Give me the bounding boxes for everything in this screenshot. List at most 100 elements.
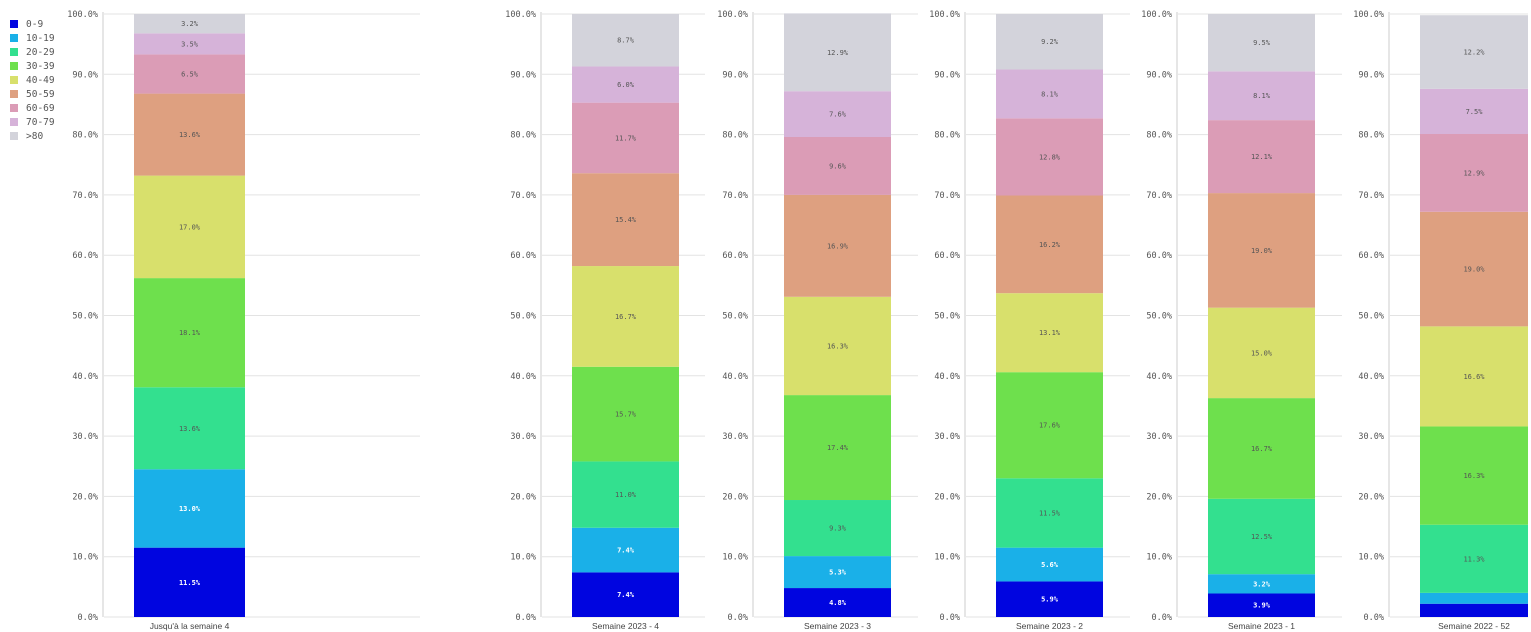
- bar-segment: [134, 387, 245, 470]
- legend-item[interactable]: 10-19: [10, 31, 55, 45]
- x-category-label: Semaine 2023 - 1: [1228, 621, 1295, 631]
- data-label: 9.5%: [1253, 39, 1271, 47]
- bar-segment: [784, 91, 891, 138]
- bar-segment: [1208, 307, 1315, 399]
- data-label: 16.2%: [1039, 241, 1061, 249]
- data-label: 16.3%: [1463, 472, 1485, 480]
- legend-item[interactable]: 30-39: [10, 59, 55, 73]
- bar-segment: [1208, 193, 1315, 308]
- y-tick-label: 70.0%: [72, 191, 98, 201]
- y-tick-label: 30.0%: [934, 432, 960, 442]
- legend-item[interactable]: 50-59: [10, 87, 55, 101]
- data-label: 13.0%: [179, 505, 201, 513]
- data-label: 7.6%: [829, 111, 847, 119]
- bar-segment: [134, 469, 245, 548]
- bar-segment: [784, 296, 891, 396]
- y-tick-label: 70.0%: [722, 191, 748, 201]
- data-label: 13.1%: [1039, 329, 1061, 337]
- data-label: 5.6%: [1041, 561, 1059, 569]
- data-label: 17.6%: [1039, 422, 1061, 430]
- y-tick-label: 60.0%: [1146, 251, 1172, 261]
- legend-item[interactable]: 0-9: [10, 17, 55, 31]
- data-label: 3.5%: [181, 40, 199, 48]
- legend-item[interactable]: 70-79: [10, 115, 55, 129]
- bar-segment: [572, 266, 679, 367]
- bar-segment: [134, 175, 245, 279]
- bar-segment: [1208, 14, 1315, 72]
- bar-segment: [996, 14, 1103, 70]
- data-label: 12.5%: [1251, 533, 1273, 541]
- bar-segment: [572, 461, 679, 528]
- data-label: 15.7%: [615, 411, 637, 419]
- y-tick-label: 100.0%: [67, 10, 98, 20]
- y-tick-label: 20.0%: [72, 492, 98, 502]
- y-tick-label: 30.0%: [1358, 432, 1384, 442]
- y-tick-label: 30.0%: [722, 432, 748, 442]
- bar-segment: [1420, 426, 1528, 525]
- data-label: 3.9%: [1253, 602, 1271, 610]
- bar-segment: [1420, 133, 1528, 212]
- data-label: 9.6%: [829, 162, 847, 170]
- data-label: 9.3%: [829, 525, 847, 533]
- legend-swatch: [10, 62, 18, 70]
- data-label: 7.4%: [617, 547, 635, 555]
- bar-segment: [1420, 524, 1528, 593]
- bar-segment: [1208, 398, 1315, 499]
- data-label: 16.7%: [615, 313, 637, 321]
- legend-item[interactable]: 40-49: [10, 73, 55, 87]
- bar-segment: [572, 14, 679, 67]
- y-tick-label: 30.0%: [510, 432, 536, 442]
- bar-segment: [134, 14, 245, 34]
- y-tick-label: 60.0%: [72, 251, 98, 261]
- y-tick-label: 100.0%: [1141, 10, 1172, 20]
- y-tick-label: 50.0%: [72, 312, 98, 322]
- y-tick-label: 20.0%: [934, 492, 960, 502]
- data-label: 11.5%: [179, 579, 201, 587]
- x-category-label: Jusqu'à la semaine 4: [150, 621, 230, 631]
- chart-panel: 0.0% 10.0% 20.0% 30.0% 40.0% 50.0% 60.0% 70.0% 8…: [67, 10, 420, 631]
- legend-swatch: [10, 34, 18, 42]
- bar-segment: [572, 366, 679, 462]
- y-tick-label: 70.0%: [934, 191, 960, 201]
- y-tick-label: 70.0%: [510, 191, 536, 201]
- y-tick-label: 90.0%: [1146, 70, 1172, 80]
- y-tick-label: 60.0%: [510, 251, 536, 261]
- y-tick-label: 50.0%: [510, 312, 536, 322]
- y-tick-label: 10.0%: [1146, 553, 1172, 563]
- data-label: 13.6%: [179, 425, 201, 433]
- data-label: 16.3%: [827, 342, 849, 350]
- y-tick-label: 20.0%: [510, 492, 536, 502]
- y-tick-label: 10.0%: [722, 553, 748, 563]
- y-tick-label: 90.0%: [72, 70, 98, 80]
- bar-segment: [572, 102, 679, 174]
- y-tick-label: 100.0%: [717, 10, 748, 20]
- y-tick-label: 90.0%: [510, 70, 536, 80]
- bar-segment: [1208, 498, 1315, 575]
- data-label: 5.9%: [1041, 596, 1059, 604]
- chart-panel: 0.0% 10.0% 20.0% 30.0% 40.0% 50.0% 60.0% 70.0% 8…: [929, 10, 1130, 631]
- y-tick-label: 0.0%: [78, 613, 98, 623]
- data-label: 11.3%: [1463, 555, 1485, 563]
- bar-segment: [784, 556, 891, 589]
- data-label: 8.1%: [1041, 90, 1059, 98]
- y-tick-label: 20.0%: [1146, 492, 1172, 502]
- bar-segment: [996, 372, 1103, 479]
- legend-item[interactable]: 20-29: [10, 45, 55, 59]
- legend-swatch: [10, 48, 18, 56]
- bar-segment: [1208, 120, 1315, 194]
- data-label: 19.0%: [1463, 266, 1485, 274]
- data-label: 15.4%: [615, 216, 637, 224]
- y-tick-label: 80.0%: [72, 131, 98, 141]
- data-label: 5.3%: [829, 569, 847, 577]
- y-tick-label: 80.0%: [1146, 131, 1172, 141]
- x-category-label: Semaine 2023 - 2: [1016, 621, 1083, 631]
- data-label: 11.7%: [615, 134, 637, 142]
- legend-item[interactable]: 60-69: [10, 101, 55, 115]
- legend-item[interactable]: >80: [10, 129, 55, 143]
- y-tick-label: 20.0%: [1358, 492, 1384, 502]
- y-tick-label: 30.0%: [1146, 432, 1172, 442]
- data-label: 3.2%: [1253, 580, 1271, 588]
- data-label: 11.5%: [1039, 509, 1061, 517]
- legend-label: 10-19: [26, 32, 55, 44]
